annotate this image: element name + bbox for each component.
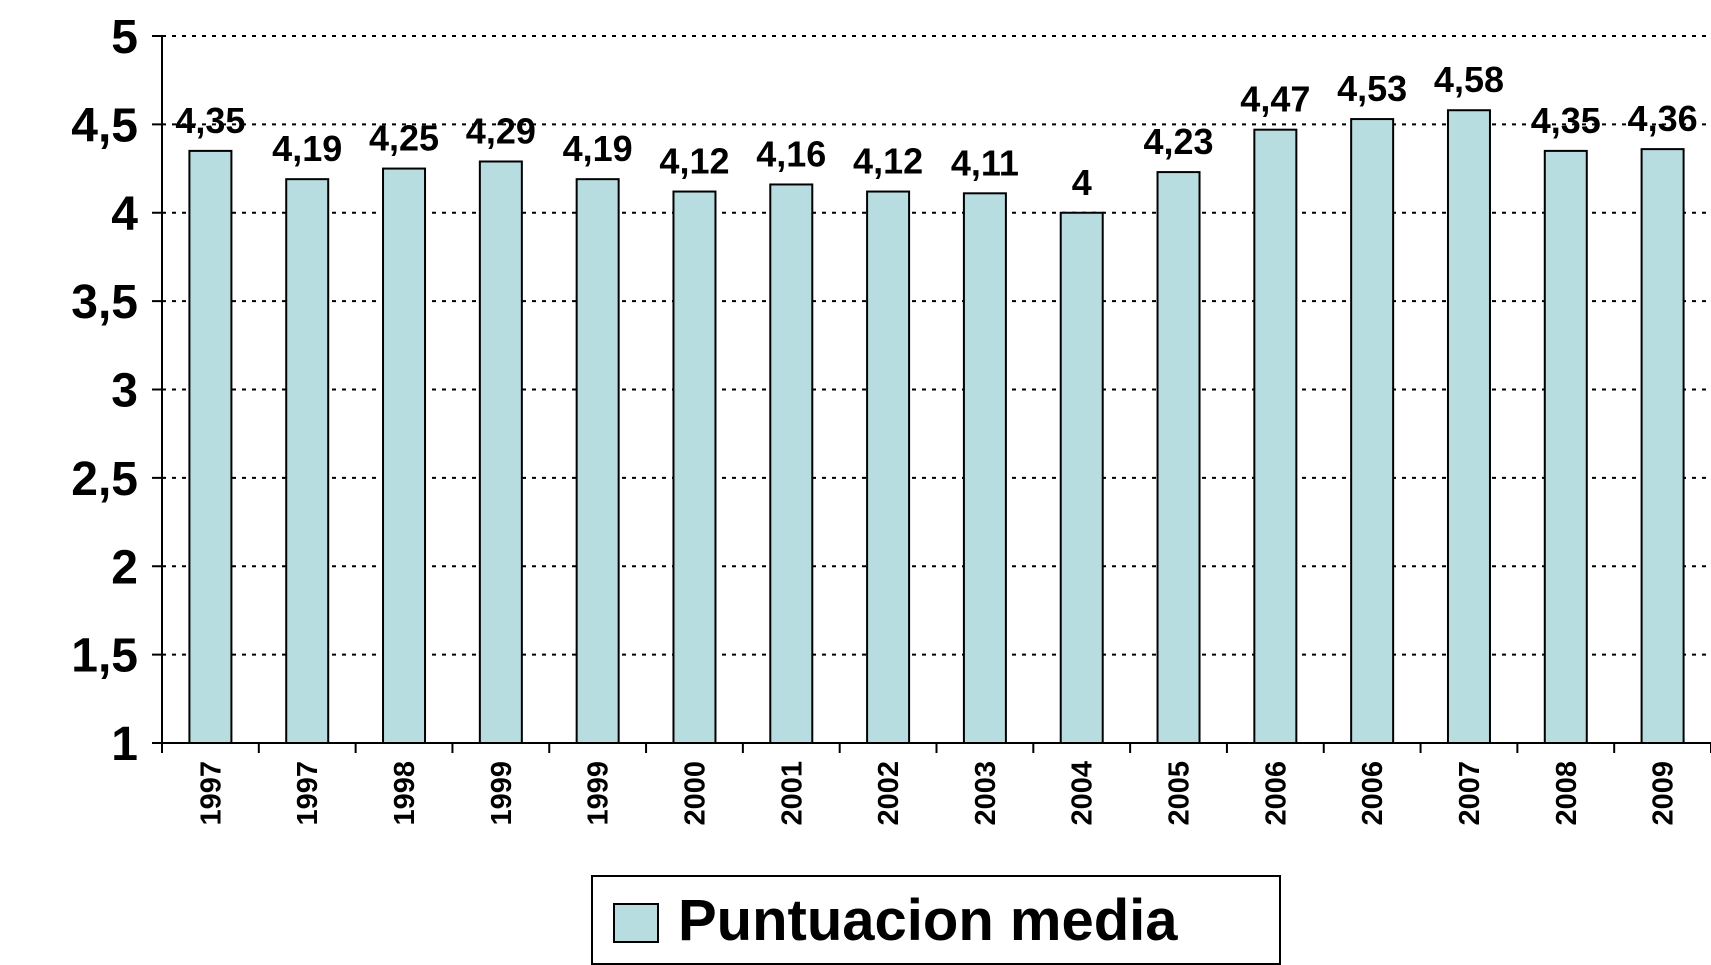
data-label: 4,25 xyxy=(369,118,439,159)
x-tick-label: 2004 xyxy=(1067,761,1099,826)
data-label: 4,35 xyxy=(1531,100,1601,141)
x-tick-label: 2001 xyxy=(776,761,808,826)
data-label: 4,12 xyxy=(659,141,729,182)
bar xyxy=(866,190,911,745)
bar xyxy=(1350,118,1395,744)
bar xyxy=(382,167,427,744)
legend-label: Puntuacion media xyxy=(678,888,1178,953)
y-tick-label: 5 xyxy=(111,11,138,64)
x-tick-label: 2002 xyxy=(873,761,905,826)
x-tick-label: 2008 xyxy=(1551,761,1583,826)
data-label: 4 xyxy=(1072,162,1092,203)
data-label: 4,19 xyxy=(272,128,342,169)
bar xyxy=(478,160,523,744)
x-tick-label: 2003 xyxy=(970,761,1002,826)
data-label: 4,19 xyxy=(563,128,633,169)
x-tick-label: 1999 xyxy=(583,761,615,826)
bar xyxy=(575,178,620,745)
bar xyxy=(1640,148,1685,744)
data-label: 4,36 xyxy=(1628,98,1698,139)
data-label: 4,16 xyxy=(756,133,826,174)
data-label: 4,12 xyxy=(853,141,923,182)
bar xyxy=(1446,109,1491,745)
bar xyxy=(769,183,814,745)
x-tick-label: 2007 xyxy=(1454,761,1486,826)
y-tick-label: 4 xyxy=(111,188,138,241)
x-tick-label: 1998 xyxy=(389,761,421,826)
data-label: 4,11 xyxy=(951,142,1019,183)
data-label: 4,53 xyxy=(1337,68,1407,109)
y-tick-label: 1 xyxy=(111,718,138,771)
legend-swatch xyxy=(613,903,659,943)
y-tick-label: 3 xyxy=(111,365,138,418)
data-label: 4,58 xyxy=(1434,59,1504,100)
y-tick-label: 2,5 xyxy=(71,453,138,506)
x-tick-label: 2006 xyxy=(1260,761,1292,826)
data-label: 4,35 xyxy=(175,100,245,141)
y-tick-label: 2 xyxy=(111,541,138,594)
x-tick-label: 2006 xyxy=(1357,761,1389,826)
legend-box xyxy=(591,875,1281,965)
x-tick-label: 2005 xyxy=(1164,761,1196,826)
y-tick-label: 3,5 xyxy=(71,276,138,329)
x-tick-label: 2000 xyxy=(679,761,711,826)
bar xyxy=(188,149,233,744)
x-tick-label: 1999 xyxy=(486,761,518,826)
bar xyxy=(1156,171,1201,745)
bar xyxy=(1253,128,1298,745)
bar xyxy=(1543,149,1588,744)
x-tick-label: 2009 xyxy=(1648,761,1680,826)
data-label: 4,29 xyxy=(466,110,536,151)
data-label: 4,47 xyxy=(1240,79,1310,120)
bar xyxy=(1059,211,1104,744)
bar xyxy=(672,190,717,745)
y-tick-label: 1,5 xyxy=(71,630,138,683)
bar xyxy=(285,178,330,745)
y-tick-label: 4,5 xyxy=(71,99,138,152)
bar xyxy=(962,192,1007,744)
x-tick-label: 1997 xyxy=(195,761,227,826)
data-label: 4,23 xyxy=(1143,121,1213,162)
x-tick-label: 1997 xyxy=(292,761,324,826)
